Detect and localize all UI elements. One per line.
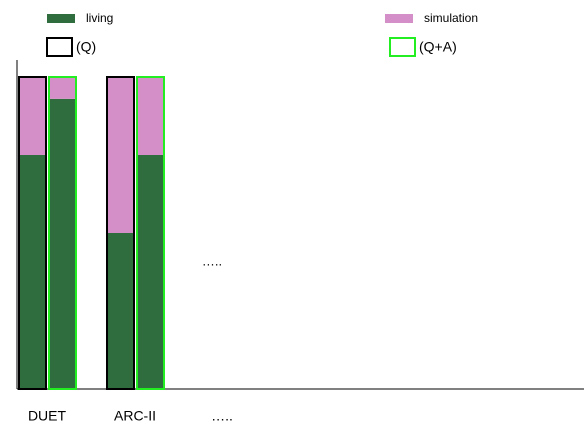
bar-segment <box>107 233 134 389</box>
bar-segment <box>49 77 76 99</box>
annotation: ….. <box>202 253 222 268</box>
legend-swatch <box>47 14 75 23</box>
legend-swatch <box>385 14 413 23</box>
bar-outline <box>106 76 135 390</box>
bar-outline <box>136 76 165 390</box>
bar-segment <box>19 155 46 389</box>
legend-label: (Q+A) <box>419 39 457 55</box>
x-tick-label: DUET <box>28 408 67 424</box>
bar-segment <box>49 98 76 389</box>
bar-outline <box>18 76 47 390</box>
bar-segment <box>19 77 46 155</box>
legend-label: (Q) <box>76 39 96 55</box>
legend-label: living <box>86 11 113 25</box>
bar-outline <box>48 76 77 390</box>
x-tick-label: ARC-II <box>114 408 156 424</box>
legend-box <box>389 37 416 57</box>
legend-box <box>46 37 73 57</box>
x-tick-label: ….. <box>211 408 233 424</box>
legend-label: simulation <box>424 11 478 25</box>
bar-segment <box>107 77 134 233</box>
bar-segment <box>137 155 164 389</box>
bar-segment <box>137 77 164 155</box>
